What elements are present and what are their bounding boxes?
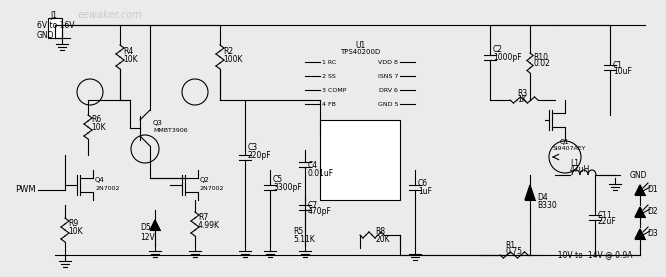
Text: DRV 6: DRV 6 — [379, 88, 398, 93]
Text: -10V to -14V @ 0.9A: -10V to -14V @ 0.9A — [555, 250, 633, 260]
Text: R2: R2 — [223, 47, 233, 57]
Text: 2N7002: 2N7002 — [95, 186, 119, 191]
Text: ISNS 7: ISNS 7 — [378, 73, 398, 78]
Polygon shape — [635, 207, 645, 217]
Text: 4 FB: 4 FB — [322, 101, 336, 106]
Text: Q4: Q4 — [95, 177, 105, 183]
Text: 12V: 12V — [140, 232, 155, 242]
Text: 5.11K: 5.11K — [293, 235, 315, 245]
Polygon shape — [525, 185, 535, 200]
Text: GND: GND — [630, 171, 647, 179]
Text: Q2: Q2 — [200, 177, 210, 183]
Text: Si9407AEY: Si9407AEY — [553, 147, 587, 152]
Bar — [320, 120, 400, 200]
Text: R9: R9 — [68, 219, 78, 229]
Text: Q1: Q1 — [560, 139, 570, 145]
Text: 220pF: 220pF — [248, 152, 272, 160]
Text: R1: R1 — [505, 240, 515, 250]
Text: C3: C3 — [248, 143, 258, 153]
Text: 1 RC: 1 RC — [322, 60, 336, 65]
Text: R6: R6 — [91, 116, 101, 124]
Text: 3300pF: 3300pF — [273, 183, 302, 191]
Text: 1uF: 1uF — [418, 186, 432, 196]
Text: 6V to 16V: 6V to 16V — [37, 20, 75, 29]
Text: C5: C5 — [273, 176, 283, 184]
Text: 4.99K: 4.99K — [198, 222, 220, 230]
Text: D4: D4 — [537, 194, 547, 202]
Text: R7: R7 — [198, 214, 208, 222]
Text: 10K: 10K — [91, 124, 106, 132]
Text: C11: C11 — [598, 211, 613, 219]
Text: 20K: 20K — [375, 235, 390, 245]
Text: J1: J1 — [51, 11, 57, 19]
Text: 0.02: 0.02 — [533, 60, 550, 68]
Text: 10K: 10K — [68, 227, 83, 237]
Text: 100K: 100K — [223, 55, 242, 65]
Text: 1000pF: 1000pF — [493, 53, 521, 63]
Polygon shape — [150, 220, 160, 230]
Text: PWM: PWM — [15, 186, 35, 194]
Text: 10K: 10K — [123, 55, 138, 65]
Polygon shape — [635, 229, 645, 239]
Text: 2N7002: 2N7002 — [200, 186, 224, 191]
Text: D1: D1 — [647, 186, 657, 194]
Text: TPS40200D: TPS40200D — [340, 49, 380, 55]
Text: C1: C1 — [613, 60, 623, 70]
Text: D2: D2 — [647, 207, 657, 217]
Text: U1: U1 — [355, 40, 365, 50]
Text: 0.75: 0.75 — [505, 248, 522, 257]
Text: 0.01uF: 0.01uF — [308, 168, 334, 178]
Text: GND: GND — [37, 30, 55, 40]
Text: Q3: Q3 — [153, 120, 163, 126]
Bar — [48, 18, 62, 38]
Text: 1K: 1K — [517, 96, 527, 104]
Text: 10uF: 10uF — [613, 68, 632, 76]
Text: R8: R8 — [375, 227, 385, 237]
Text: VDD 8: VDD 8 — [378, 60, 398, 65]
Text: GND 5: GND 5 — [378, 101, 398, 106]
Text: 2 SS: 2 SS — [322, 73, 336, 78]
Text: R5: R5 — [293, 227, 303, 237]
Text: B330: B330 — [537, 201, 557, 211]
Text: D3: D3 — [647, 230, 658, 238]
Polygon shape — [635, 185, 645, 195]
Text: 3 COMP: 3 COMP — [322, 88, 346, 93]
Text: D5: D5 — [140, 224, 151, 232]
Text: eewaker.com: eewaker.com — [78, 10, 143, 20]
Text: 470pF: 470pF — [308, 207, 332, 217]
Text: C7: C7 — [308, 201, 318, 209]
Text: R10: R10 — [533, 53, 548, 61]
Text: 22uF: 22uF — [598, 217, 617, 227]
Text: C4: C4 — [308, 160, 318, 170]
Text: 47uH: 47uH — [570, 165, 590, 175]
Text: C6: C6 — [418, 178, 428, 188]
Text: C2: C2 — [493, 45, 503, 55]
Text: R3: R3 — [517, 88, 527, 98]
Text: MMBT3906: MMBT3906 — [153, 127, 188, 132]
Text: R4: R4 — [123, 47, 133, 57]
Text: L1: L1 — [570, 158, 579, 168]
